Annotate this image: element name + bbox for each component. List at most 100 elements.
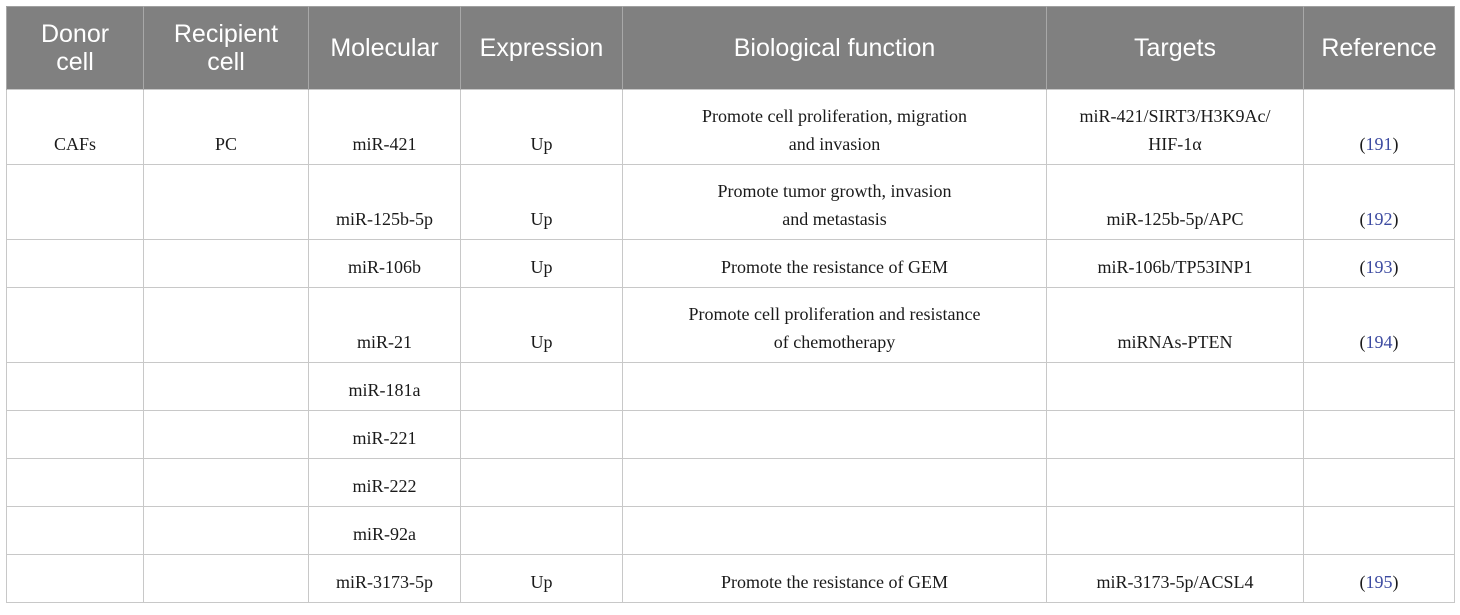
- function-cell: [622, 410, 1047, 459]
- header-donor-cell: Donor cell: [6, 6, 144, 90]
- reference-cell: (194): [1303, 287, 1455, 363]
- targets-cell: [1046, 458, 1304, 507]
- molecular-cell: miR-181a: [308, 362, 461, 411]
- donor-cell: [6, 362, 144, 411]
- table-row: CAFs PC miR-421 Up Promote cell proliferatio…: [6, 89, 1455, 165]
- function-cell-line: Promote the resistance of GEM: [721, 572, 948, 592]
- function-cell: Promote the resistance of GEM: [622, 239, 1047, 288]
- function-cell-line: Promote cell proliferation, migration: [702, 106, 967, 126]
- function-cell-line: Promote tumor growth, invasion: [717, 181, 952, 201]
- reference-link[interactable]: 194: [1365, 332, 1393, 352]
- recipient-cell: [143, 164, 309, 240]
- reference-cell: [1303, 362, 1455, 411]
- molecular-cell: miR-222: [308, 458, 461, 507]
- expression-cell-text: Up: [530, 134, 553, 154]
- molecular-cell: miR-21: [308, 287, 461, 363]
- open-paren: (: [1359, 209, 1366, 229]
- open-paren: (: [1359, 134, 1366, 154]
- close-paren: ): [1392, 572, 1399, 592]
- donor-cell: CAFs: [6, 89, 144, 165]
- molecular-cell-text: miR-21: [356, 332, 412, 352]
- reference-cell: [1303, 410, 1455, 459]
- close-paren: ): [1392, 209, 1399, 229]
- donor-cell-text: CAFs: [53, 134, 97, 154]
- molecular-cell: miR-106b: [308, 239, 461, 288]
- targets-cell-line: miR-3173-5p/ACSL4: [1096, 572, 1254, 592]
- expression-cell: Up: [460, 554, 623, 603]
- molecular-cell: miR-221: [308, 410, 461, 459]
- expression-cell: Up: [460, 164, 623, 240]
- function-cell: [622, 506, 1047, 555]
- reference-cell: (195): [1303, 554, 1455, 603]
- expression-cell: [460, 458, 623, 507]
- reference-link[interactable]: 195: [1365, 572, 1393, 592]
- expression-cell: Up: [460, 239, 623, 288]
- function-cell: Promote the resistance of GEM: [622, 554, 1047, 603]
- donor-cell: [6, 506, 144, 555]
- targets-cell: miR-106b/TP53INP1: [1046, 239, 1304, 288]
- table-row: miR-106b Up Promote the resistance of GEM m…: [6, 239, 1455, 288]
- expression-cell-text: Up: [530, 209, 553, 229]
- table-body: CAFs PC miR-421 Up Promote cell proliferatio…: [6, 89, 1455, 603]
- data-table: Donor cell Recipient cell Molecular Expressio…: [6, 6, 1455, 603]
- donor-cell: [6, 287, 144, 363]
- molecular-cell-text: miR-181a: [348, 380, 421, 400]
- molecular-cell-text: miR-222: [352, 476, 417, 496]
- targets-cell: miR-421/SIRT3/H3K9Ac/HIF-1α: [1046, 89, 1304, 165]
- open-paren: (: [1359, 572, 1366, 592]
- reference-link[interactable]: 193: [1365, 257, 1393, 277]
- expression-cell: [460, 410, 623, 459]
- donor-cell: [6, 554, 144, 603]
- expression-cell: [460, 362, 623, 411]
- header-molecular: Molecular: [308, 6, 461, 90]
- recipient-cell: [143, 410, 309, 459]
- molecular-cell-text: miR-421: [352, 134, 417, 154]
- reference-link[interactable]: 191: [1365, 134, 1393, 154]
- function-cell-line: and invasion: [788, 134, 881, 154]
- expression-cell-text: Up: [530, 572, 553, 592]
- reference-cell: (193): [1303, 239, 1455, 288]
- recipient-cell: [143, 506, 309, 555]
- table-row: miR-92a: [6, 506, 1455, 555]
- expression-cell: [460, 506, 623, 555]
- targets-cell: miRNAs-PTEN: [1046, 287, 1304, 363]
- expression-cell: Up: [460, 287, 623, 363]
- function-cell: Promote tumor growth, invasion and metast…: [622, 164, 1047, 240]
- function-cell: Promote cell proliferation, migration and…: [622, 89, 1047, 165]
- recipient-cell: [143, 554, 309, 603]
- table-container: Donor cell Recipient cell Molecular Expressio…: [6, 6, 1455, 603]
- recipient-cell: [143, 287, 309, 363]
- molecular-cell-text: miR-221: [352, 428, 417, 448]
- recipient-cell: [143, 458, 309, 507]
- expression-cell: Up: [460, 89, 623, 165]
- recipient-cell: PC: [143, 89, 309, 165]
- expression-cell-text: Up: [530, 332, 553, 352]
- table-row: miR-125b-5p Up Promote tumor growth, invas…: [6, 164, 1455, 240]
- targets-cell: miR-125b-5p/APC: [1046, 164, 1304, 240]
- reference-cell: (191): [1303, 89, 1455, 165]
- molecular-cell: miR-421: [308, 89, 461, 165]
- molecular-cell: miR-125b-5p: [308, 164, 461, 240]
- close-paren: ): [1392, 134, 1399, 154]
- molecular-cell: miR-92a: [308, 506, 461, 555]
- donor-cell: [6, 458, 144, 507]
- close-paren: ): [1392, 332, 1399, 352]
- header-recipient-cell: Recipient cell: [143, 6, 309, 90]
- reference-link[interactable]: 192: [1365, 209, 1393, 229]
- molecular-cell-text: miR-125b-5p: [336, 209, 433, 229]
- header-reference: Reference: [1303, 6, 1455, 90]
- open-paren: (: [1359, 332, 1366, 352]
- function-cell-line: Promote the resistance of GEM: [721, 257, 948, 277]
- recipient-cell: [143, 239, 309, 288]
- targets-cell-line: miR-421/SIRT3/H3K9Ac/: [1079, 106, 1271, 126]
- table-row: miR-3173-5p Up Promote the resistance of G…: [6, 554, 1455, 603]
- targets-cell-line: HIF-1α: [1148, 134, 1202, 154]
- donor-cell: [6, 164, 144, 240]
- reference-cell: [1303, 506, 1455, 555]
- expression-cell-text: Up: [530, 257, 553, 277]
- molecular-cell: miR-3173-5p: [308, 554, 461, 603]
- header-row: Donor cell Recipient cell Molecular Expressio…: [6, 6, 1455, 90]
- open-paren: (: [1359, 257, 1366, 277]
- table-row: miR-221: [6, 410, 1455, 459]
- molecular-cell-text: miR-92a: [353, 524, 416, 544]
